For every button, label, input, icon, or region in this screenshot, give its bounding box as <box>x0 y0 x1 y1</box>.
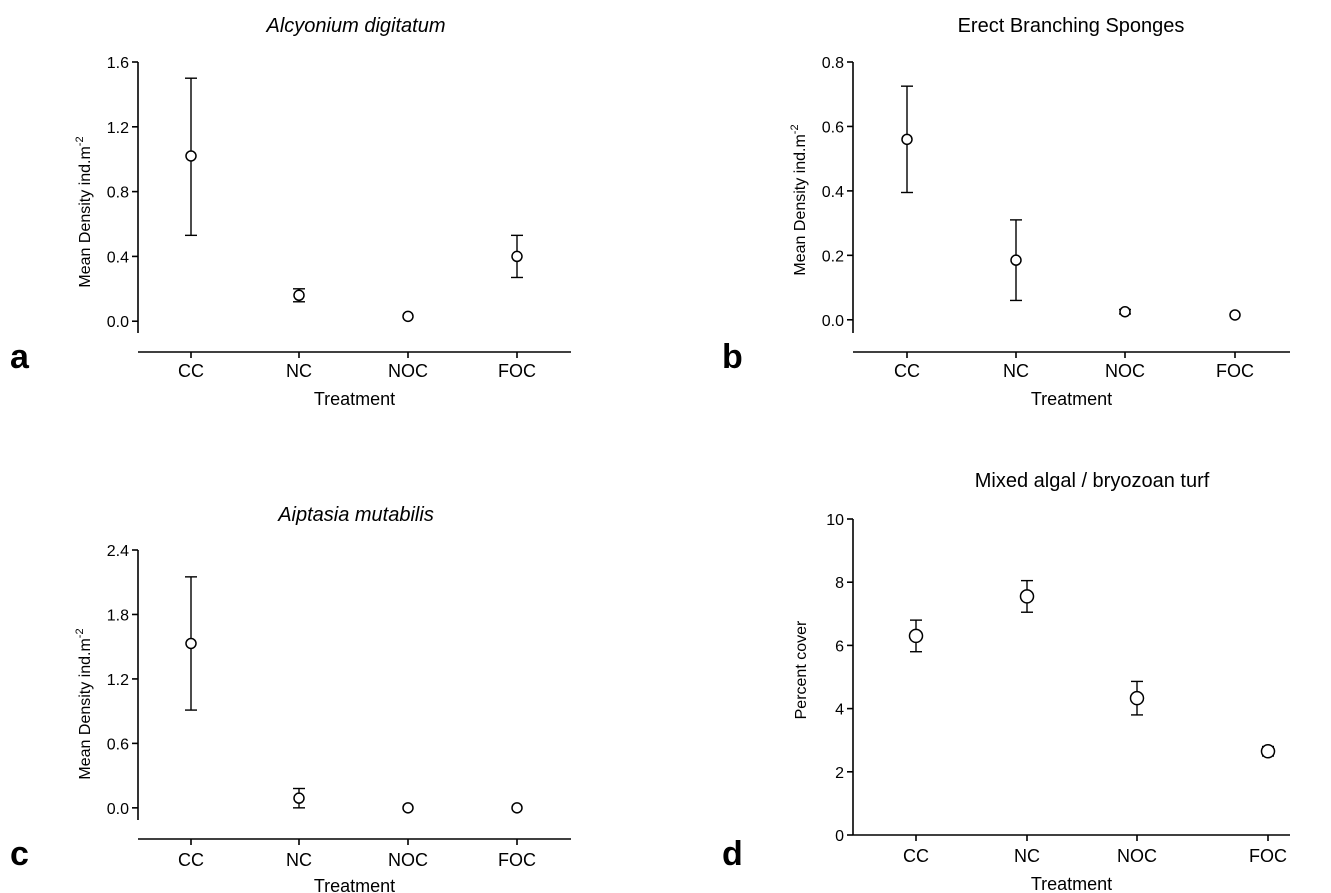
panel-label: c <box>10 835 29 873</box>
y-tick-label: 0.4 <box>822 184 844 201</box>
y-tick-label: 8 <box>835 575 844 592</box>
y-tick-label: 1.8 <box>107 607 129 624</box>
y-tick-label: 0 <box>835 828 844 845</box>
y-axis-label: Mean Density ind.m-2 <box>789 124 809 275</box>
data-point <box>908 628 924 644</box>
y-tick-label: 0.0 <box>107 314 129 331</box>
x-axis-label: Treatment <box>1031 874 1112 893</box>
y-tick-label: 2 <box>835 765 844 782</box>
x-tick-label: NC <box>1014 846 1040 866</box>
x-tick-label: NC <box>1003 361 1029 381</box>
y-tick-label: 0.0 <box>822 313 844 330</box>
y-axis-label: Mean Density ind.m-2 <box>74 628 94 779</box>
chart-panel-c: Aiptasia mutabilis 0.0 0.6 1.2 1.8 2.4 CC NC NOC… <box>10 504 571 893</box>
x-tick-label: FOC <box>1216 361 1254 381</box>
chart-title: Aiptasia mutabilis <box>277 504 434 526</box>
data-point <box>402 802 414 814</box>
data-point <box>293 289 305 302</box>
y-axis-label: Percent cover <box>793 620 810 719</box>
x-axis-label: Treatment <box>1031 389 1112 409</box>
data-point <box>185 150 197 162</box>
data-point <box>511 802 523 814</box>
y-axis-label: Mean Density ind.m-2 <box>74 136 94 287</box>
y-tick-label: 0.6 <box>107 736 129 753</box>
y-tick-label: 0.6 <box>822 119 844 136</box>
data-point <box>901 133 913 146</box>
y-tick-label: 1.2 <box>107 672 129 689</box>
chart-title: Alcyonium digitatum <box>266 15 446 37</box>
y-tick-label: 4 <box>835 702 844 719</box>
chart-panel-b: Erect Branching Sponges 0.0 0.2 0.4 0.6 0.8 CC… <box>722 15 1290 409</box>
x-tick-label: CC <box>178 361 204 381</box>
chart-title: Mixed algal / bryozoan turf <box>975 470 1210 492</box>
x-axis-label: Treatment <box>314 876 395 893</box>
y-tick-label: 1.6 <box>107 55 129 72</box>
x-tick-label: NOC <box>388 850 428 870</box>
data-point <box>511 250 523 263</box>
y-tick-label: 0.4 <box>107 249 129 266</box>
y-tick-label: 0.8 <box>107 185 129 202</box>
data-point <box>1010 254 1022 266</box>
x-tick-label: NC <box>286 361 312 381</box>
x-axis-label: Treatment <box>314 389 395 409</box>
data-point <box>1119 305 1131 318</box>
data-point <box>1019 589 1035 604</box>
x-tick-label: NOC <box>1105 361 1145 381</box>
panel-label: a <box>10 338 30 376</box>
x-tick-label: FOC <box>498 361 536 381</box>
data-point <box>1129 690 1145 706</box>
x-tick-label: NOC <box>1117 846 1157 866</box>
y-tick-label: 0.2 <box>822 248 844 265</box>
y-tick-label: 2.4 <box>107 543 129 560</box>
x-tick-label: NOC <box>388 361 428 381</box>
chart-panel-d: Mixed algal / bryozoan turf 0 2 4 6 8 10 CC NC NO… <box>722 470 1290 893</box>
y-tick-label: 1.2 <box>107 120 129 137</box>
y-tick-label: 0.0 <box>107 801 129 818</box>
data-point <box>185 637 197 650</box>
x-tick-label: CC <box>178 850 204 870</box>
data-point <box>293 792 305 804</box>
panel-label: b <box>722 338 743 376</box>
x-tick-label: NC <box>286 850 312 870</box>
chart-title: Erect Branching Sponges <box>958 15 1185 37</box>
data-point <box>402 310 414 323</box>
y-tick-label: 6 <box>835 638 844 655</box>
x-tick-label: CC <box>903 846 929 866</box>
y-tick-label: 0.8 <box>822 55 844 72</box>
data-point <box>1229 309 1241 321</box>
x-tick-label: FOC <box>498 850 536 870</box>
chart-panel-a: Alcyonium digitatum 0.0 0.4 0.8 1.2 1.6 CC NC NO… <box>10 15 571 409</box>
y-tick-label: 10 <box>826 512 844 529</box>
x-tick-label: CC <box>894 361 920 381</box>
x-tick-label: FOC <box>1249 846 1287 866</box>
data-point <box>1260 744 1276 759</box>
panel-label: d <box>722 835 743 873</box>
